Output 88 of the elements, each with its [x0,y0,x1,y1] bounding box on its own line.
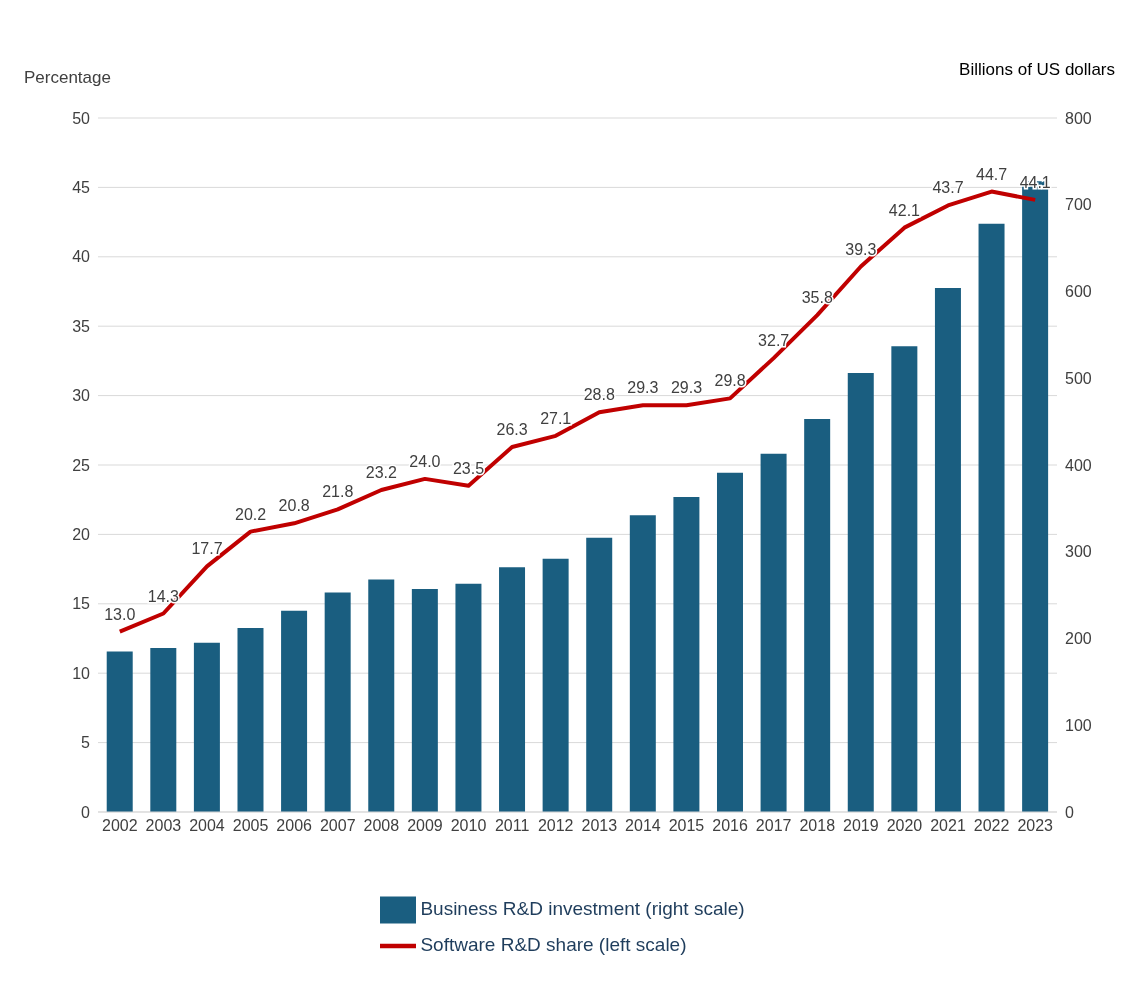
bar [150,648,177,812]
data-label: 39.3 [845,240,877,258]
x-tick-label: 2006 [276,817,313,835]
bar [281,610,308,812]
y2-tick-label: 700 [1065,196,1092,214]
data-label: 20.2 [235,505,267,523]
bar [673,497,700,812]
x-tick-label: 2007 [319,817,356,835]
y-tick-label: 45 [72,179,91,197]
y-tick-label: 25 [72,456,91,474]
x-tick-label: 2018 [799,817,836,835]
y-tick-label: 15 [72,595,91,613]
x-tick-label: 2014 [625,817,661,835]
x-tick-label: 2003 [145,817,182,835]
y2-tick-label: 800 [1065,109,1092,127]
y2-tick-label: 600 [1065,283,1092,301]
data-label: 35.8 [801,289,833,307]
x-tick-label: 2021 [930,817,966,835]
y-tick-label: 50 [72,109,91,127]
x-tick-label: 2008 [363,817,400,835]
bar [629,515,656,812]
data-label: 24.0 [409,452,441,470]
legend-label: Business R&D investment (right scale) [420,898,745,920]
y2-axis-title: Billions of US dollars [959,60,1115,80]
data-label: 23.5 [452,459,485,477]
y2-tick-label: 400 [1065,456,1092,474]
y2-tick-label: 0 [1065,803,1074,821]
y2-tick-label: 300 [1065,543,1092,561]
data-label: 32.7 [758,332,790,350]
bar [499,567,526,812]
bar [586,537,613,812]
bar [847,373,874,812]
data-label: 17.7 [191,540,223,558]
bar [760,453,787,812]
data-label: 27.1 [540,409,572,427]
x-tick-label: 2019 [843,817,879,835]
y-tick-label: 20 [72,526,91,544]
x-tick-label: 2013 [581,817,618,835]
y2-tick-label: 200 [1065,630,1092,648]
bar [368,579,395,812]
data-label: 21.8 [322,483,354,501]
x-tick-label: 2010 [450,817,487,835]
bar [978,223,1005,812]
bar [934,288,961,812]
x-tick-label: 2012 [537,817,574,835]
data-label: 13.0 [104,605,136,623]
y-tick-label: 35 [72,317,91,335]
bar [716,472,743,812]
bar [106,651,133,812]
x-tick-label: 2011 [494,817,530,835]
y-tick-label: 0 [81,803,91,821]
data-label: 28.8 [583,386,615,404]
y-tick-label: 10 [72,664,91,682]
y-tick-label: 30 [72,387,91,405]
data-label: 23.2 [365,463,398,481]
data-label: 20.8 [278,497,310,515]
x-tick-label: 2002 [102,817,138,835]
y-axis-title: Percentage [24,68,111,88]
data-label: 26.3 [496,420,528,438]
data-label: 29.3 [627,379,659,397]
x-tick-label: 2005 [232,817,269,835]
data-label: 29.3 [670,379,703,397]
x-tick-label: 2009 [407,817,443,835]
x-tick-label: 2023 [1017,817,1054,835]
y-tick-label: 5 [81,734,91,752]
bar [891,346,918,812]
bar [193,642,220,812]
bar [455,583,482,812]
y-tick-label: 40 [72,248,91,266]
bar [324,592,351,812]
bar [542,558,569,812]
bar [411,589,438,812]
x-tick-label: 2017 [755,817,792,835]
bar [804,419,831,812]
bar [237,628,264,812]
data-label: 14.3 [147,587,180,605]
y2-tick-label: 500 [1065,369,1092,387]
data-label: 44.7 [976,165,1008,183]
legend-label: Software R&D share (left scale) [420,934,687,956]
x-tick-label: 2016 [712,817,748,835]
data-label: 29.8 [714,372,746,390]
x-tick-label: 2004 [189,817,225,835]
x-tick-label: 2020 [886,817,923,835]
data-label: 43.7 [932,179,964,197]
x-tick-label: 2022 [973,817,1010,835]
data-label: 42.1 [888,201,921,219]
y2-tick-label: 100 [1065,716,1092,734]
x-tick-label: 2015 [668,817,705,835]
